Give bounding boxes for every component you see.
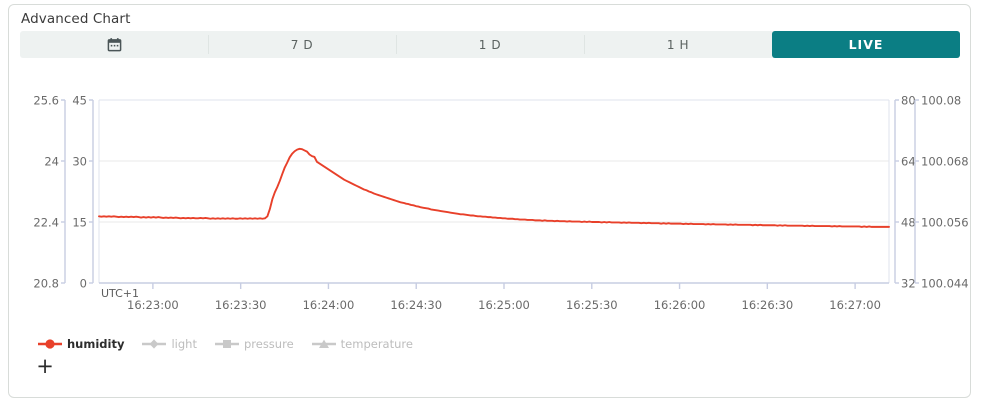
- y-tick-label-humidity: 45: [72, 94, 87, 108]
- advanced-chart-plot[interactable]: 25.6 24 22.4 20.8 45 30 15 0 80 64 48 32 100.08 100.0…: [9, 58, 970, 398]
- chart-legend: humidity light pressure: [37, 337, 413, 351]
- series-line-humidity: [98, 147, 890, 228]
- tab-1h-label: 1 H: [666, 37, 690, 52]
- circle-marker-icon: [37, 338, 63, 350]
- y-tick-label-pressure: 100.044: [921, 277, 969, 291]
- legend-item-humidity[interactable]: humidity: [37, 337, 124, 351]
- x-tick-label: 16:23:30: [215, 298, 267, 312]
- y-tick-label-humidity: 30: [72, 155, 87, 169]
- x-tick-label: 16:24:00: [303, 298, 355, 312]
- advanced-chart-card: Advanced Chart 7 D 1 D 1 H: [8, 4, 971, 398]
- y-tick-label-temperature: 20.8: [33, 277, 59, 291]
- time-range-tabbar: 7 D 1 D 1 H LIVE: [20, 31, 960, 58]
- tab-live[interactable]: LIVE: [772, 31, 960, 58]
- x-tick-label: 16:25:00: [478, 298, 530, 312]
- y-tick-label-temperature: 22.4: [33, 216, 59, 230]
- add-series-button[interactable]: +: [36, 353, 54, 378]
- page-title: Advanced Chart: [21, 11, 131, 27]
- y-tick-label-light: 64: [901, 155, 916, 169]
- x-tick-label: 16:23:00: [127, 298, 179, 312]
- y-tick-label-humidity: 0: [80, 277, 87, 291]
- tab-7d-label: 7 D: [290, 37, 314, 52]
- y-tick-label-light: 32: [901, 277, 916, 291]
- x-tick-label: 16:26:30: [742, 298, 794, 312]
- diamond-marker-icon: [141, 338, 167, 350]
- y-tick-label-temperature: 25.6: [33, 94, 59, 108]
- x-tick-label: 16:25:30: [566, 298, 618, 312]
- x-tick-label: 16:27:00: [829, 298, 881, 312]
- y-tick-label-pressure: 100.068: [921, 155, 969, 169]
- x-tick-label: 16:24:30: [390, 298, 442, 312]
- y-tick-label-light: 80: [901, 94, 916, 108]
- y-tick-label-temperature: 24: [44, 155, 59, 169]
- legend-item-pressure[interactable]: pressure: [214, 337, 294, 351]
- tab-7d[interactable]: 7 D: [208, 31, 396, 58]
- timezone-label: UTC+1: [101, 287, 139, 300]
- legend-item-temperature[interactable]: temperature: [311, 337, 413, 351]
- chart-area: 25.6 24 22.4 20.8 45 30 15 0 80 64 48 32 100.08 100.0…: [9, 58, 970, 398]
- y-tick-label-pressure: 100.056: [921, 216, 969, 230]
- tab-1d-label: 1 D: [478, 37, 502, 52]
- y-tick-label-humidity: 15: [72, 216, 87, 230]
- tab-live-label: LIVE: [848, 37, 884, 52]
- y-tick-label-pressure: 100.08: [921, 94, 961, 108]
- legend-label-temperature: temperature: [340, 337, 413, 351]
- legend-item-light[interactable]: light: [141, 337, 197, 351]
- square-marker-icon: [214, 338, 240, 350]
- x-tick-label: 16:26:00: [654, 298, 706, 312]
- legend-label-humidity: humidity: [67, 337, 125, 351]
- triangle-marker-icon: [311, 338, 337, 350]
- tab-calendar[interactable]: [20, 31, 208, 58]
- tab-1h[interactable]: 1 H: [584, 31, 772, 58]
- legend-label-pressure: pressure: [243, 337, 294, 351]
- legend-label-light: light: [171, 337, 197, 351]
- calendar-icon: [107, 37, 122, 52]
- tab-1d[interactable]: 1 D: [396, 31, 584, 58]
- y-tick-label-light: 48: [901, 216, 916, 230]
